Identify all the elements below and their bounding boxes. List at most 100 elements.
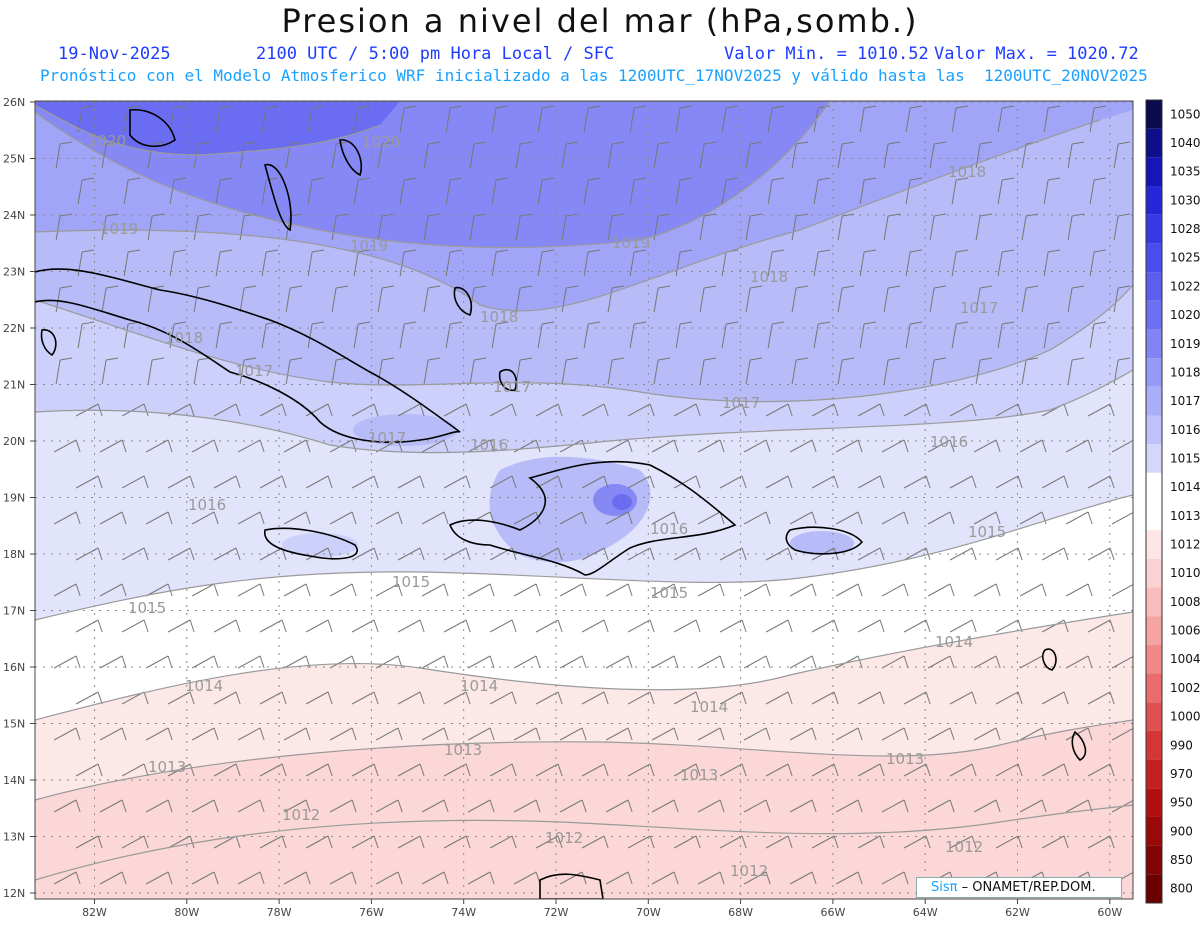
wind-barb (789, 799, 817, 813)
wind-barb (1089, 321, 1107, 349)
wind-barb (835, 727, 863, 741)
credit-text: – ONAMET/REP.DOM. (957, 880, 1096, 895)
wind-barb (743, 871, 771, 885)
wind-barb (489, 403, 517, 417)
wind-barb (1019, 799, 1047, 813)
wind-barb (513, 727, 541, 741)
wind-barb (653, 357, 671, 385)
colorbar-swatch (1146, 472, 1162, 502)
wind-barb (767, 249, 785, 277)
wind-barb (1065, 583, 1093, 597)
wind-barb (559, 727, 587, 741)
wind-barb (973, 439, 1001, 453)
wind-barb (491, 105, 509, 133)
colorbar-label: 970 (1170, 767, 1193, 781)
wind-barb (1041, 691, 1069, 705)
wind-barb (423, 285, 441, 313)
wind-barb (813, 321, 831, 349)
wind-barb (673, 619, 701, 633)
wind-barb (169, 105, 187, 133)
wind-barb (445, 321, 463, 349)
wind-barb (881, 871, 909, 885)
latitude-label: 26N (3, 96, 25, 109)
colorbar-label: 1014 (1170, 480, 1200, 494)
coastline (35, 109, 1087, 899)
colorbar-swatch (1146, 644, 1162, 674)
wind-barb (421, 655, 449, 669)
colorbar-swatch (1146, 788, 1162, 817)
colorbar-swatch (1146, 501, 1162, 531)
wind-barb (627, 835, 655, 849)
wind-barb (789, 439, 817, 453)
wind-barb (283, 655, 311, 669)
wind-barb (77, 249, 95, 277)
wind-barb (147, 213, 165, 241)
wind-barb (443, 691, 471, 705)
longitude-label: 66W (820, 906, 845, 919)
wind-barb (743, 583, 771, 597)
wind-barb (535, 835, 563, 849)
wind-barb (881, 583, 909, 597)
wind-barb (99, 655, 127, 669)
wind-barb (283, 439, 311, 453)
wind-barb (881, 655, 909, 669)
wind-barb (1019, 727, 1047, 741)
wind-barb (537, 321, 555, 349)
wind-barb (811, 835, 839, 849)
wind-barb (605, 583, 633, 597)
wind-barb (537, 249, 555, 277)
colorbar-swatch (1146, 243, 1162, 273)
wind-barb (1043, 177, 1061, 205)
wind-barb (377, 285, 395, 313)
wind-barb (399, 177, 417, 205)
colorbar-swatch (1146, 358, 1162, 387)
wind-barb (467, 655, 495, 669)
wind-barb (1065, 655, 1093, 669)
wind-barb (397, 691, 425, 705)
colorbar-swatch (1146, 300, 1162, 330)
contour-label: 1015 (392, 573, 430, 591)
wind-barb (927, 655, 955, 669)
wind-barb (859, 177, 877, 205)
wind-barb (259, 691, 287, 705)
wind-barb (283, 871, 311, 885)
colorbar-swatch (1146, 730, 1162, 760)
wind-barb (811, 475, 839, 489)
wind-barb (767, 105, 785, 133)
wind-barb (929, 357, 947, 385)
wind-barb (559, 511, 587, 525)
wind-barb (905, 105, 923, 133)
wind-barb (213, 619, 241, 633)
wind-barb (513, 799, 541, 813)
wind-barb (53, 439, 81, 453)
wind-barb (285, 357, 303, 385)
wind-barb (765, 547, 793, 561)
wind-barb (283, 727, 311, 741)
wind-barb (351, 475, 379, 489)
wind-barb (489, 475, 517, 489)
contour-label: 1014 (460, 677, 498, 695)
wind-barb (1113, 285, 1131, 313)
wind-barb (121, 763, 149, 777)
wind-barb (581, 547, 609, 561)
wind-barb (973, 583, 1001, 597)
longitude-label: 82W (82, 906, 107, 919)
wind-barb (929, 285, 947, 313)
wind-barb (1111, 728, 1133, 741)
wind-barb (1087, 403, 1115, 417)
wind-barb (837, 141, 855, 169)
wind-barb (651, 511, 679, 525)
wind-barb (377, 357, 395, 385)
wind-barb (55, 357, 73, 385)
wind-barb (719, 475, 747, 489)
wind-barb (767, 177, 785, 205)
wind-barb (811, 619, 839, 633)
wind-barb (1111, 584, 1133, 597)
wind-barb (559, 655, 587, 669)
wind-barb (191, 871, 219, 885)
wind-barb (605, 511, 633, 525)
latitude-label: 24N (3, 209, 25, 222)
wind-barb (1043, 321, 1061, 349)
wind-barb (697, 799, 725, 813)
colorbar-swatch (1146, 415, 1162, 445)
